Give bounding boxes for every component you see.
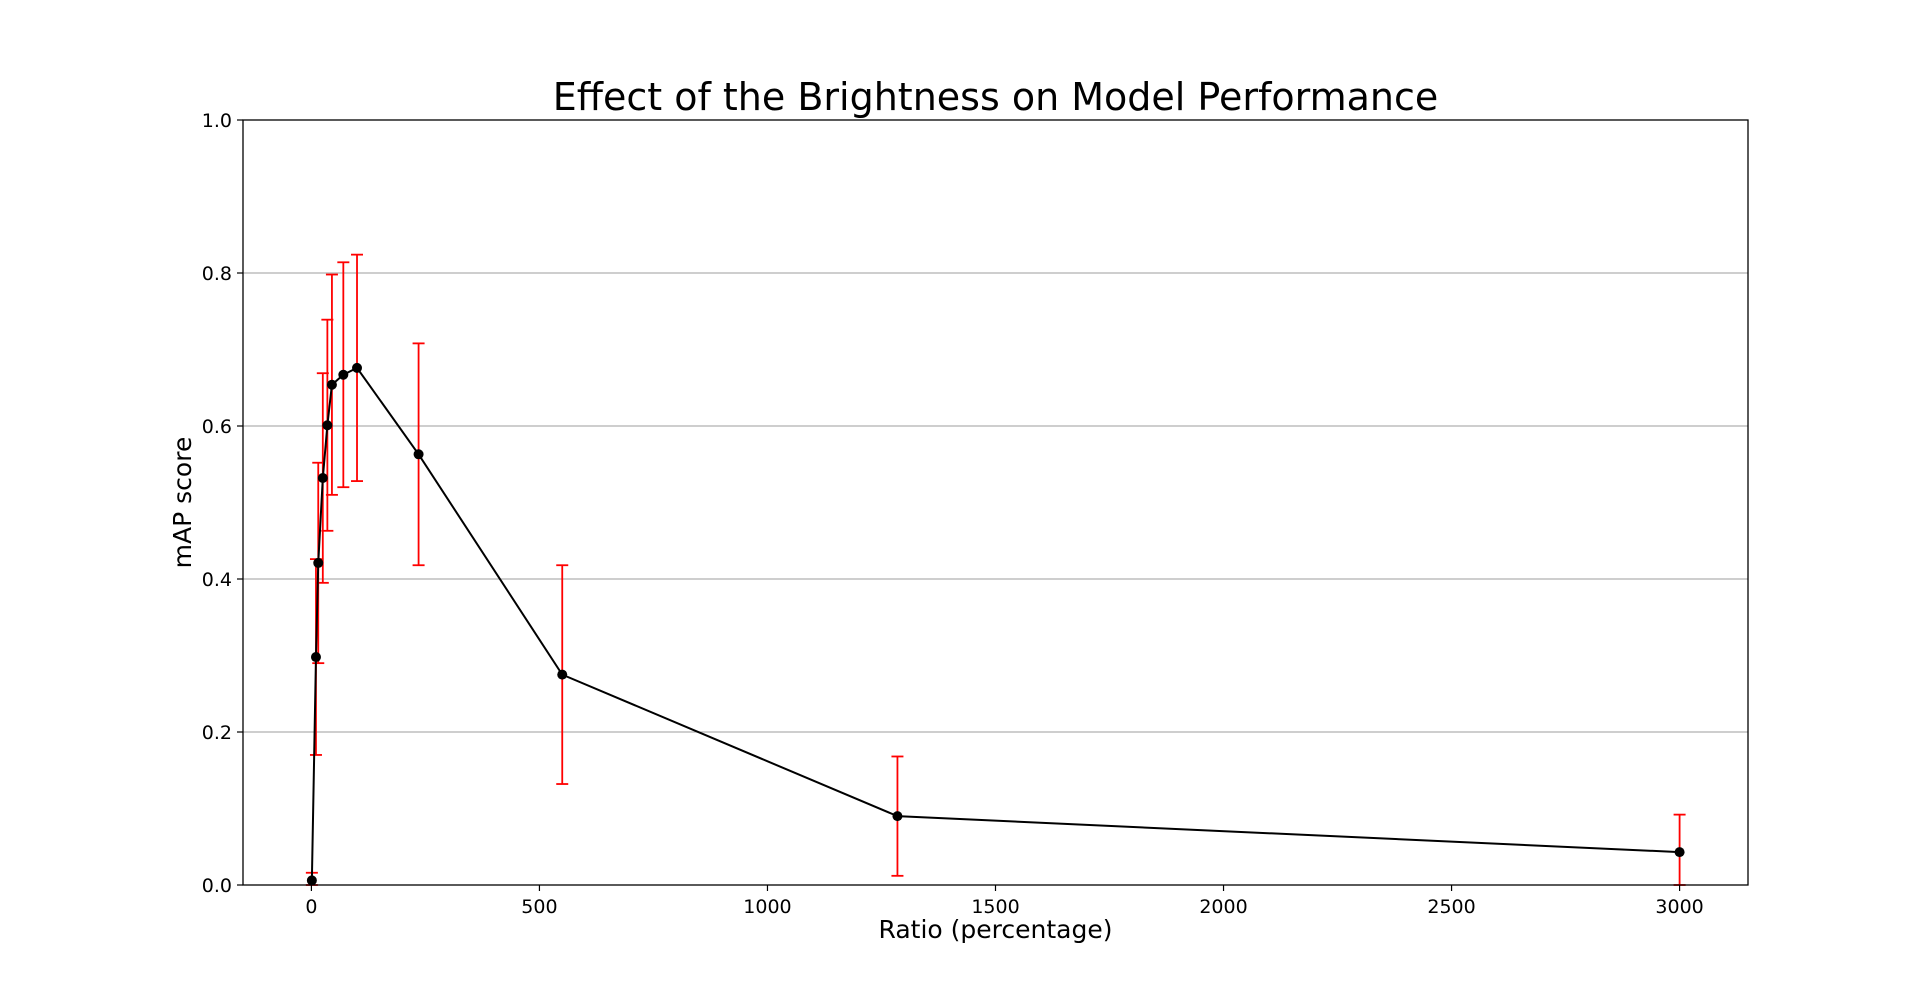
point-layer	[306, 362, 1685, 886]
x-tick-label: 1500	[971, 896, 1019, 918]
grid-layer	[243, 272, 1748, 733]
y-tick-label: 0.4	[202, 569, 232, 591]
y-tick-label: 0.2	[202, 722, 232, 744]
data-point	[310, 652, 321, 663]
x-tick-label: 500	[521, 896, 557, 918]
y-tick-label: 0.6	[202, 416, 232, 438]
y-tick-label: 0.0	[202, 875, 232, 897]
y-tick-label: 0.8	[202, 263, 232, 285]
plot-frame	[242, 119, 1749, 886]
data-point	[1674, 847, 1685, 858]
chart-title: Effect of the Brightness on Model Perfor…	[553, 75, 1438, 119]
errorbar-layer	[305, 253, 1686, 886]
line-layer	[310, 366, 1680, 881]
data-point	[338, 369, 349, 380]
y-tick-label: 1.0	[202, 110, 232, 132]
x-tick-label: 1000	[743, 896, 791, 918]
series-line	[310, 366, 1680, 881]
data-point	[322, 420, 333, 431]
y-axis-label: mAP score	[168, 437, 197, 569]
x-tick-label: 0	[305, 896, 317, 918]
x-tick-label: 2500	[1427, 896, 1475, 918]
x-axis-label: Ratio (percentage)	[879, 915, 1113, 944]
data-point	[892, 811, 903, 822]
tick-layer: 0.0 0.2 0.4 0.6 0.8 1.0 0 500 1000 1500 2000 2500 30…	[202, 110, 1704, 918]
data-point	[413, 449, 424, 460]
data-point	[306, 875, 317, 886]
data-point	[352, 362, 363, 373]
data-point	[313, 557, 324, 568]
data-point	[317, 473, 328, 484]
x-tick-label: 3000	[1655, 896, 1703, 918]
data-point	[326, 379, 337, 390]
x-tick-label: 2000	[1199, 896, 1247, 918]
data-point	[557, 669, 568, 680]
